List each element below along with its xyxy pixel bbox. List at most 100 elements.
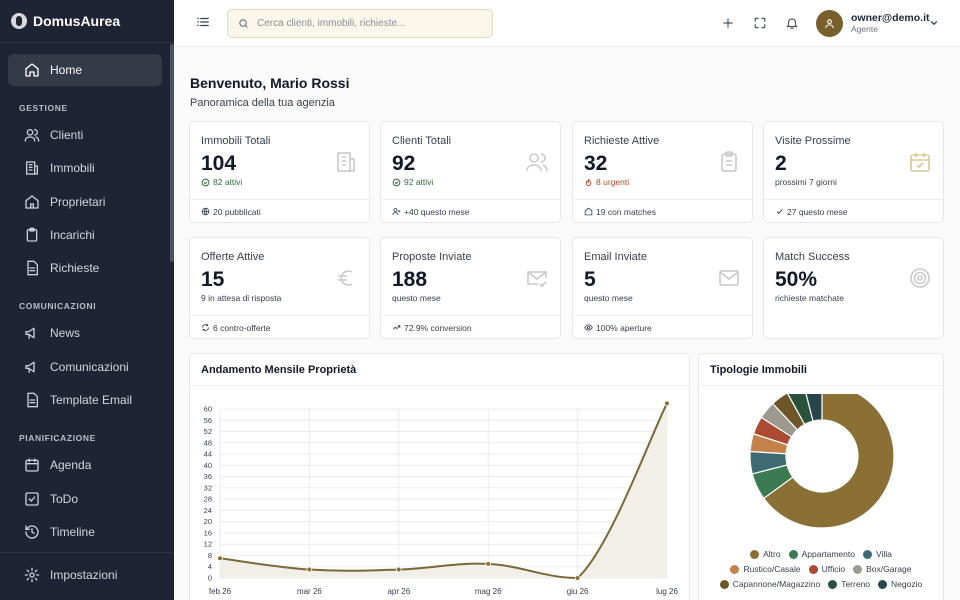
y-tick-label: 4 bbox=[208, 562, 212, 571]
legend-item[interactable]: Villa bbox=[862, 549, 892, 559]
eye-icon bbox=[584, 324, 593, 331]
legend-label: Terreno bbox=[841, 579, 871, 589]
sidebar-item-label: Agenda bbox=[50, 458, 92, 472]
card-immobili-totali[interactable]: Immobili Totali 104 82 attivi 20 pubblic… bbox=[189, 121, 370, 223]
target-icon bbox=[910, 268, 930, 288]
legend-swatch bbox=[853, 564, 863, 574]
card-visite-prossime[interactable]: Visite Prossime 2 prossimi 7 giorni 27 q… bbox=[763, 121, 944, 223]
sidebar-item-impostazioni[interactable]: Impostazioni bbox=[8, 559, 162, 591]
brand-name: DomusAurea bbox=[33, 13, 121, 29]
card-footer: 6 contro-offerte bbox=[190, 315, 369, 339]
search-bar[interactable] bbox=[227, 9, 493, 38]
sidebar-item-incarichi[interactable]: Incarichi bbox=[8, 219, 162, 251]
data-point bbox=[306, 566, 313, 573]
sidebar-item-comunicazioni[interactable]: Comunicazioni bbox=[8, 351, 162, 383]
document-icon bbox=[27, 260, 38, 276]
plus-icon[interactable] bbox=[721, 16, 735, 30]
section-gestione: GESTIONE bbox=[19, 103, 68, 113]
card-footer: 20 pubblicati bbox=[190, 199, 369, 223]
legend-swatch bbox=[808, 564, 818, 574]
menu-icon[interactable] bbox=[196, 15, 210, 29]
bell-icon[interactable] bbox=[785, 16, 799, 30]
card-footer: 27 questo mese bbox=[764, 199, 943, 223]
brand[interactable]: DomusAurea bbox=[0, 0, 174, 43]
legend-item[interactable]: Terreno bbox=[828, 579, 870, 589]
building-icon bbox=[337, 152, 355, 172]
sidebar-divider bbox=[0, 552, 174, 553]
sidebar-item-immobili[interactable]: Immobili bbox=[8, 152, 162, 184]
card-footer: 72.9% conversion bbox=[381, 315, 560, 339]
sidebar-item-label: Clienti bbox=[50, 128, 84, 142]
card-proposte-inviate[interactable]: Proposte Inviate 188 questo mese 72.9% c… bbox=[380, 237, 561, 339]
legend-item[interactable]: Appartamento bbox=[788, 549, 855, 559]
legend-item[interactable]: Rustico/Casale bbox=[730, 564, 801, 574]
flame-icon bbox=[585, 178, 592, 186]
panel-divider bbox=[190, 385, 689, 386]
card-clienti-totali[interactable]: Clienti Totali 92 92 attivi +40 questo m… bbox=[380, 121, 561, 223]
globe-icon bbox=[201, 207, 210, 216]
y-tick-label: 12 bbox=[204, 540, 212, 549]
sidebar-item-news[interactable]: News bbox=[8, 317, 162, 349]
card-value: 5 bbox=[584, 268, 596, 291]
card-title: Proposte Inviate bbox=[392, 251, 472, 263]
fullscreen-icon[interactable] bbox=[753, 16, 767, 30]
x-tick-label: feb 26 bbox=[209, 587, 232, 596]
card-title: Visite Prossime bbox=[775, 135, 851, 147]
users-icon bbox=[526, 153, 548, 172]
y-tick-label: 8 bbox=[208, 551, 212, 560]
legend-item[interactable]: Capannone/Magazzino bbox=[719, 579, 820, 589]
donut-chart bbox=[749, 394, 895, 529]
sidebar-item-label: Home bbox=[50, 63, 83, 77]
legend-item[interactable]: Negozio bbox=[878, 579, 922, 589]
sidebar-scrollbar[interactable] bbox=[170, 44, 174, 262]
sidebar-item-label: Impostazioni bbox=[50, 568, 118, 582]
document-icon bbox=[27, 392, 38, 408]
legend-label: Villa bbox=[875, 549, 892, 559]
sidebar-item-label: Timeline bbox=[50, 525, 95, 539]
sidebar-item-label: Incarichi bbox=[50, 228, 95, 242]
legend-swatch bbox=[878, 579, 888, 589]
card-value: 104 bbox=[201, 152, 237, 175]
x-tick-label: lug 26 bbox=[656, 587, 678, 596]
sidebar-item-todo[interactable]: ToDo bbox=[8, 483, 162, 515]
logo-icon bbox=[11, 13, 27, 29]
card-match-success[interactable]: Match Success 50% richieste matchate bbox=[763, 237, 944, 339]
sidebar-item-label: Immobili bbox=[50, 161, 95, 175]
sidebar-item-clienti[interactable]: Clienti bbox=[8, 119, 162, 151]
card-note: prossimi 7 giorni bbox=[775, 177, 837, 187]
legend-item[interactable]: Box/Garage bbox=[853, 564, 912, 574]
sidebar-item-richieste[interactable]: Richieste bbox=[8, 252, 162, 284]
chevron-down-icon[interactable] bbox=[929, 18, 939, 28]
y-tick-label: 16 bbox=[204, 528, 212, 537]
card-richieste-attive[interactable]: Richieste Attive 32 8 urgenti 19 con mat… bbox=[572, 121, 753, 223]
avatar[interactable] bbox=[816, 10, 843, 37]
search-input[interactable] bbox=[257, 18, 477, 29]
card-email-inviate[interactable]: Email Inviate 5 questo mese 100% apertur… bbox=[572, 237, 753, 339]
sidebar-item-home[interactable]: Home bbox=[8, 54, 162, 86]
card-note: 8 urgenti bbox=[584, 177, 629, 187]
sidebar-item-agenda[interactable]: Agenda bbox=[8, 449, 162, 481]
user-icon bbox=[825, 19, 834, 29]
legend-swatch bbox=[862, 549, 872, 559]
legend-item[interactable]: Ufficio bbox=[808, 564, 845, 574]
sidebar-item-label: News bbox=[50, 326, 81, 340]
panel-tipologie-immobili: Tipologie Immobili Altro Appartamento Vill… bbox=[698, 353, 944, 600]
card-value: 15 bbox=[201, 268, 225, 291]
user-email[interactable]: owner@demo.it bbox=[851, 12, 930, 24]
calendar-check-icon bbox=[910, 153, 930, 172]
card-title: Email Inviate bbox=[584, 251, 647, 263]
sidebar-item-proprietari[interactable]: Proprietari bbox=[8, 186, 162, 218]
card-offerte-attive[interactable]: Offerte Attive 15 9 in attesa di rispost… bbox=[189, 237, 370, 339]
sidebar-item-timeline[interactable]: Timeline bbox=[8, 516, 162, 548]
card-note: 82 attivi bbox=[201, 177, 242, 187]
sidebar-item-label: Richieste bbox=[50, 261, 100, 275]
card-footer: 19 con matches bbox=[573, 199, 752, 223]
legend-item[interactable]: Altro bbox=[750, 549, 781, 559]
card-title: Clienti Totali bbox=[392, 135, 452, 147]
mail-check-icon bbox=[527, 271, 547, 288]
sidebar-item-template-email[interactable]: Template Email bbox=[8, 384, 162, 416]
pie-slice bbox=[762, 394, 895, 529]
check-icon bbox=[776, 209, 783, 215]
top-header: owner@demo.it Agente bbox=[174, 0, 960, 47]
